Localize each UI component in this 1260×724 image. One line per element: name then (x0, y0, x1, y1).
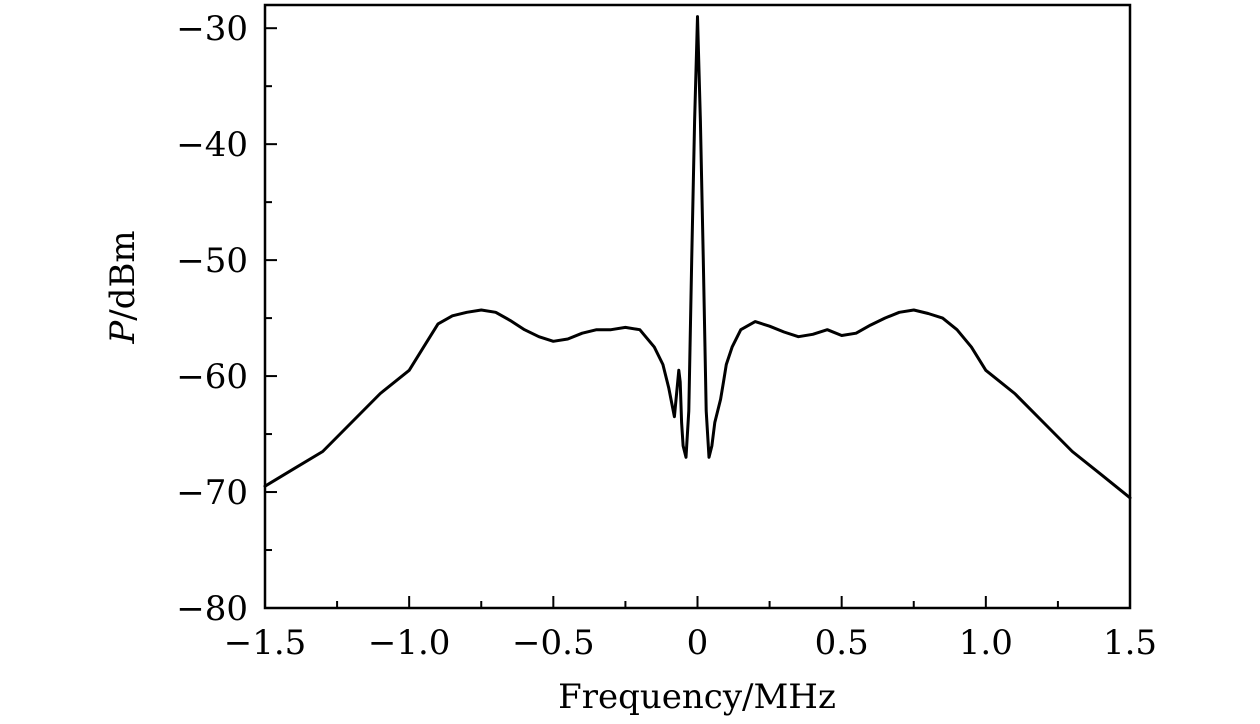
x-tick-label: −0.5 (512, 623, 595, 663)
y-tick-label: −80 (176, 589, 248, 629)
y-axis-label-symbol: P (103, 320, 143, 345)
y-axis-label-unit: /dBm (103, 230, 143, 320)
x-tick-label: 0.5 (815, 623, 869, 663)
series-layer (263, 15, 1132, 500)
x-tick-label: −1.5 (224, 623, 307, 663)
x-axis-ticks: −1.5 −1.0 −0.5 0 0.5 1.0 1.5 (224, 596, 1157, 663)
plot-border (263, 3, 1132, 610)
y-tick-label: −70 (176, 473, 248, 513)
series-line (263, 15, 1132, 500)
y-tick-label: −40 (176, 125, 248, 165)
x-tick-label: 1.5 (1103, 623, 1157, 663)
y-tick-label: −60 (176, 357, 248, 397)
x-tick-label: −1.0 (368, 623, 451, 663)
y-tick-label: −50 (176, 241, 248, 281)
y-tick-label: −30 (176, 9, 248, 49)
x-axis-label: Frequency/MHz (558, 677, 836, 717)
y-axis-label: P/dBm (103, 230, 143, 344)
x-tick-label: 0 (687, 623, 709, 663)
y-axis-ticks: −80 −70 −60 −50 −40 −30 (176, 9, 277, 629)
x-tick-label: 1.0 (959, 623, 1013, 663)
plot-frame (263, 3, 1132, 610)
